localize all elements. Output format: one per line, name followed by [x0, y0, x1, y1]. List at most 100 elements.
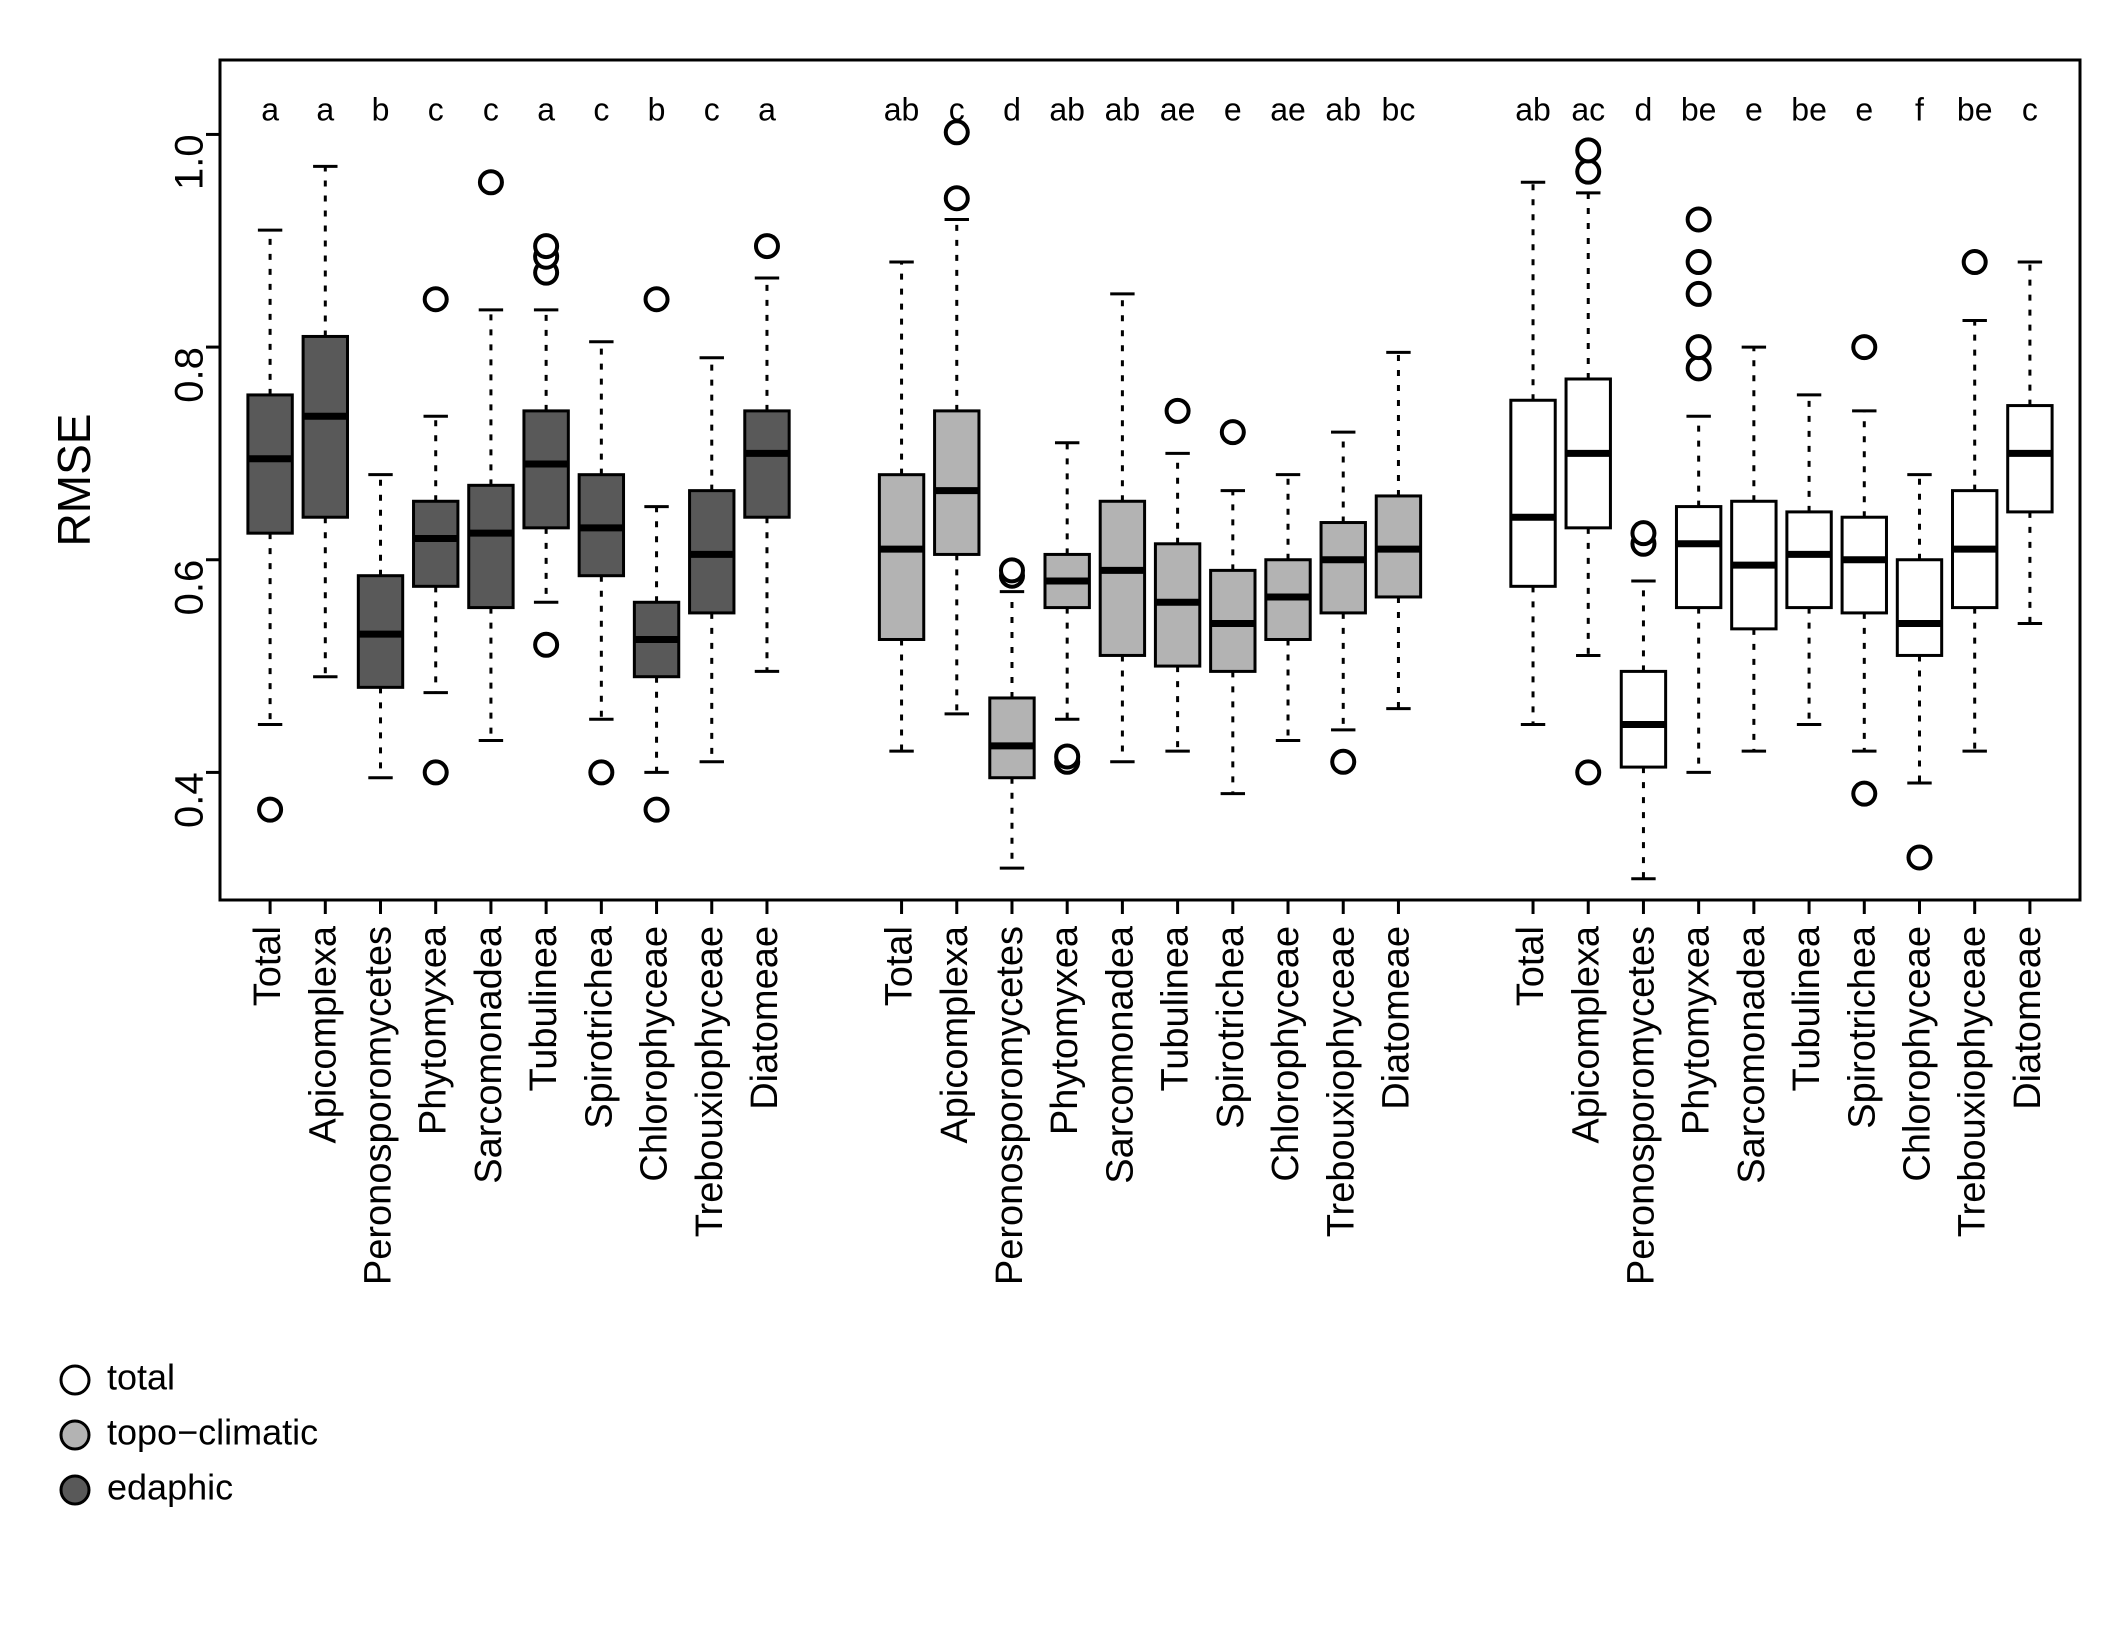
outlier-point	[1688, 251, 1710, 273]
outlier-point	[646, 799, 668, 821]
sig-letter: a	[316, 92, 334, 128]
sig-letter: e	[1855, 92, 1873, 128]
outlier-point	[1688, 357, 1710, 379]
boxplot-figure: 0.40.60.81.0RMSEaabccacbcaabcdababaeeaea…	[0, 0, 2128, 1640]
sig-letter: b	[372, 92, 390, 128]
outlier-point	[1001, 559, 1023, 581]
outlier-point	[1688, 208, 1710, 230]
x-tick-label: Trebouxiophyceae	[689, 926, 731, 1237]
box	[1842, 517, 1886, 613]
outlier-point	[1222, 421, 1244, 443]
sig-letter: c	[2022, 92, 2038, 128]
x-tick-label: Phytomyxea	[1676, 925, 1718, 1135]
outlier-point	[425, 288, 447, 310]
box	[248, 395, 292, 533]
x-tick-label: Spirotrichea	[578, 925, 620, 1129]
outlier-point	[646, 288, 668, 310]
box	[1621, 671, 1665, 767]
x-tick-label: Spirotrichea	[1841, 925, 1883, 1129]
box	[1100, 501, 1144, 655]
y-tick-label: 1.0	[168, 134, 212, 190]
outlier-point	[535, 634, 557, 656]
outlier-point	[1853, 783, 1875, 805]
x-tick-label: Sarcomonadea	[1099, 925, 1141, 1184]
box	[469, 485, 513, 607]
x-tick-label: Apicomplexa	[302, 925, 344, 1143]
box	[990, 698, 1034, 778]
legend-label: edaphic	[107, 1467, 233, 1508]
box	[1676, 507, 1720, 608]
x-tick-label: Sarcomonadea	[468, 925, 510, 1184]
x-tick-label: Apicomplexa	[1565, 925, 1607, 1143]
sig-letter: c	[483, 92, 499, 128]
sig-letter: e	[1224, 92, 1242, 128]
outlier-point	[1853, 336, 1875, 358]
box	[414, 501, 458, 586]
sig-letter: c	[593, 92, 609, 128]
sig-letter: ae	[1160, 92, 1196, 128]
outlier-point	[1908, 846, 1930, 868]
outlier-point	[425, 761, 447, 783]
legend-label: total	[107, 1357, 175, 1398]
box	[1321, 523, 1365, 613]
x-tick-label: Diatomeae	[2007, 926, 2049, 1110]
x-tick-label: Tubulinea	[1155, 925, 1197, 1091]
outlier-point	[756, 235, 778, 257]
sig-letter: ae	[1270, 92, 1306, 128]
x-tick-label: Peronosporomycetes	[358, 926, 400, 1285]
box	[2008, 406, 2052, 512]
outlier-point	[1688, 283, 1710, 305]
x-tick-label: Peronosporomycetes	[1620, 926, 1662, 1285]
sig-letter: be	[1791, 92, 1827, 128]
x-tick-label: Diatomeae	[744, 926, 786, 1110]
box	[745, 411, 789, 517]
outlier-point	[1964, 251, 1986, 273]
sig-letter: c	[949, 92, 965, 128]
x-tick-label: Trebouxiophyceae	[1320, 926, 1362, 1237]
x-tick-label: Phytomyxea	[1044, 925, 1086, 1135]
y-axis-label: RMSE	[48, 414, 100, 547]
sig-letter: ab	[1325, 92, 1361, 128]
sig-letter: f	[1915, 92, 1924, 128]
outlier-point	[480, 171, 502, 193]
box	[1787, 512, 1831, 608]
sig-letter: be	[1957, 92, 1993, 128]
x-tick-label: Phytomyxea	[413, 925, 455, 1135]
y-tick-label: 0.6	[168, 560, 212, 616]
outlier-point	[1688, 336, 1710, 358]
sig-letter: ab	[1515, 92, 1551, 128]
box	[303, 336, 347, 517]
x-tick-label: Tubulinea	[1786, 925, 1828, 1091]
sig-letter: be	[1681, 92, 1717, 128]
legend-label: topo−climatic	[107, 1412, 318, 1453]
legend-marker	[61, 1421, 89, 1449]
y-tick-label: 0.4	[168, 772, 212, 828]
x-tick-label: Spirotrichea	[1210, 925, 1252, 1129]
sig-letter: a	[758, 92, 776, 128]
sig-letter: c	[704, 92, 720, 128]
outlier-point	[259, 799, 281, 821]
box	[935, 411, 979, 555]
sig-letter: e	[1745, 92, 1763, 128]
x-tick-label: Chlorophyceae	[1265, 926, 1307, 1182]
x-tick-label: Total	[247, 926, 289, 1006]
x-tick-label: Chlorophyceae	[1897, 926, 1939, 1182]
legend-marker	[61, 1476, 89, 1504]
outlier-point	[1577, 761, 1599, 783]
x-tick-label: Total	[879, 926, 921, 1006]
box	[524, 411, 568, 528]
outlier-point	[1632, 522, 1654, 544]
outlier-point	[1332, 751, 1354, 773]
x-tick-label: Chlorophyceae	[634, 926, 676, 1182]
outlier-point	[946, 187, 968, 209]
sig-letter: ab	[884, 92, 920, 128]
sig-letter: ab	[1105, 92, 1141, 128]
y-tick-label: 0.8	[168, 347, 212, 403]
x-tick-label: Apicomplexa	[934, 925, 976, 1143]
sig-letter: ab	[1049, 92, 1085, 128]
chart-container: 0.40.60.81.0RMSEaabccacbcaabcdababaeeaea…	[0, 0, 2128, 1640]
outlier-point	[1056, 745, 1078, 767]
box	[879, 475, 923, 640]
x-tick-label: Peronosporomycetes	[989, 926, 1031, 1285]
x-tick-label: Total	[1510, 926, 1552, 1006]
